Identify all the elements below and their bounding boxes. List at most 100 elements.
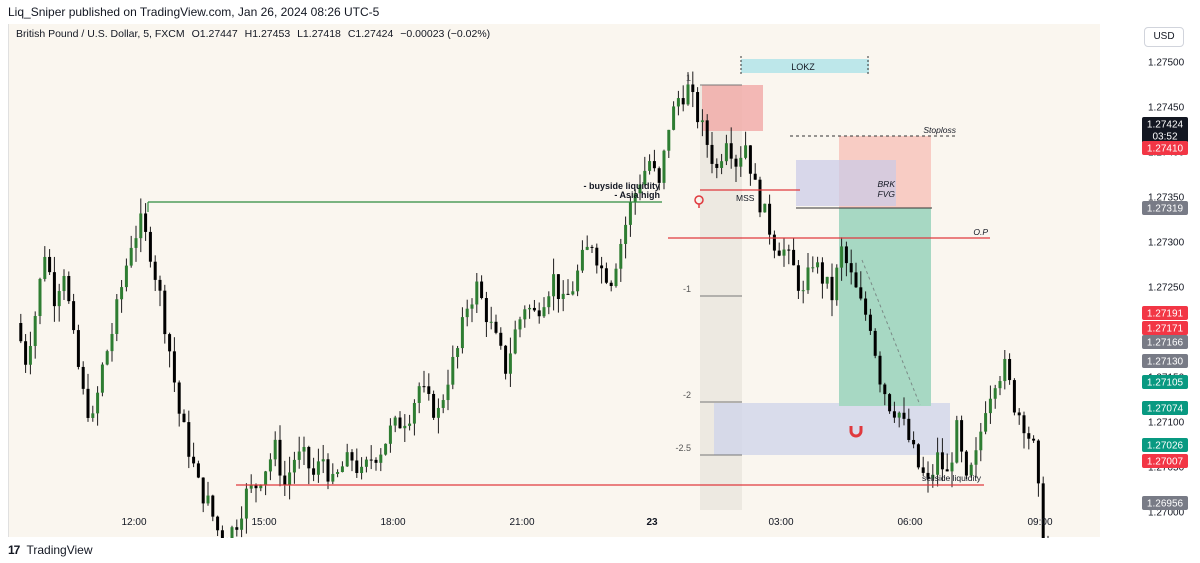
candle-body: [81, 366, 85, 389]
candle-body: [936, 452, 940, 475]
candle-body: [532, 307, 536, 311]
candle-body: [292, 459, 296, 473]
candle-body: [206, 495, 210, 504]
candle-body: [844, 246, 848, 264]
candle-body: [912, 439, 916, 445]
candle-body: [859, 287, 863, 299]
candle-body: [86, 388, 90, 418]
candle-body: [513, 329, 517, 354]
candle-body: [110, 333, 114, 352]
candles: [19, 71, 1055, 556]
candle-body: [67, 275, 71, 302]
candle-body: [796, 265, 800, 291]
candle-body: [216, 516, 220, 531]
candle-body: [614, 268, 618, 287]
ohlc-high: H1.27453: [244, 28, 291, 40]
price-tick-label: 1.27300: [1148, 238, 1185, 249]
candle-body: [316, 461, 320, 475]
candle-body: [710, 144, 714, 164]
ohlc-change: −0.00023 (−0.02%): [400, 28, 491, 40]
candle-body: [379, 454, 383, 463]
candle-body: [398, 417, 402, 429]
currency-button[interactable]: USD: [1144, 27, 1184, 47]
candle-body: [489, 321, 493, 323]
candle-body: [192, 456, 196, 464]
candle-body: [734, 158, 738, 167]
candle-body: [648, 161, 652, 171]
candle-body: [48, 256, 52, 273]
candle-body: [979, 431, 983, 451]
candle-body: [148, 231, 152, 262]
candle-body: [307, 446, 311, 469]
candle-body: [446, 384, 450, 401]
candle-body: [676, 98, 680, 107]
time-axis: 12:00 15:00 18:00 21:00 23 03:00 06:00 09:00: [121, 517, 1052, 528]
price-tick-label: 1.27500: [1148, 58, 1185, 69]
candle-body: [830, 276, 834, 301]
time-tick-label: 09:00: [1027, 517, 1052, 528]
candle-body: [907, 418, 911, 440]
price-label: 1.27007: [1147, 457, 1184, 468]
candle-body: [556, 274, 560, 299]
chart-overlays: LOKZ - buyside liquidity- Asia high MSS BRK…: [147, 56, 990, 486]
candle-body: [960, 420, 964, 452]
footer: 17 TradingView: [0, 538, 1200, 563]
candle-body: [772, 234, 776, 251]
candle-body: [153, 261, 157, 280]
candle-body: [624, 224, 628, 244]
candle-body: [384, 443, 388, 455]
candle-body: [139, 213, 143, 239]
candle-body: [1041, 483, 1045, 549]
candle-body: [52, 272, 56, 307]
candle-body: [96, 392, 100, 414]
candle-body: [672, 106, 676, 130]
candle-body: [187, 422, 191, 457]
candle-body: [134, 238, 138, 248]
candle-body: [158, 279, 162, 291]
candle-body: [432, 393, 436, 418]
candle-body: [1017, 412, 1021, 416]
tradingview-logo-icon: 17: [8, 543, 20, 557]
candle-body: [638, 184, 642, 194]
candle-body: [297, 451, 301, 460]
candle-body: [1012, 380, 1016, 413]
candle-body: [115, 299, 119, 334]
candle-body: [691, 84, 695, 93]
price-tick-label: 1.27450: [1148, 103, 1185, 114]
lightbulb-icon: [694, 195, 704, 208]
candle-body: [1027, 433, 1031, 439]
profit-zone: [839, 208, 931, 406]
fib-1-label: 1: [686, 73, 691, 83]
candle-body: [475, 281, 479, 305]
candle-body: [868, 314, 872, 331]
candle-body: [988, 398, 992, 414]
candle-body: [619, 243, 623, 269]
price-tick-label: 1.27350: [1148, 193, 1185, 204]
candle-body: [235, 527, 239, 530]
fvg-label: FVG: [878, 189, 896, 199]
candle-body: [417, 386, 421, 403]
fib-m25-label: -2.5: [675, 443, 691, 453]
time-tick-label: 15:00: [251, 517, 276, 528]
candle-body: [705, 120, 709, 145]
stoploss-label: Stoploss: [923, 125, 956, 135]
candle-body: [28, 345, 32, 365]
candle-body: [72, 301, 76, 331]
candle-body: [273, 439, 277, 460]
publish-header: Liq_Sniper published on TradingView.com,…: [8, 5, 380, 19]
candle-body: [331, 473, 335, 482]
price-label-box: [1142, 401, 1188, 415]
candle-body: [422, 386, 426, 388]
candle-body: [806, 267, 810, 291]
candle-body: [388, 425, 392, 444]
price-label-box: [1142, 141, 1188, 155]
price-label: 1.27319: [1147, 204, 1184, 215]
candle-body: [451, 356, 455, 385]
candle-body: [777, 250, 781, 256]
price-tick-label: 1.27250: [1148, 283, 1185, 294]
candle-body: [753, 173, 757, 180]
candle-body: [537, 310, 541, 317]
candle-body: [916, 444, 920, 468]
candle-body: [480, 281, 484, 299]
